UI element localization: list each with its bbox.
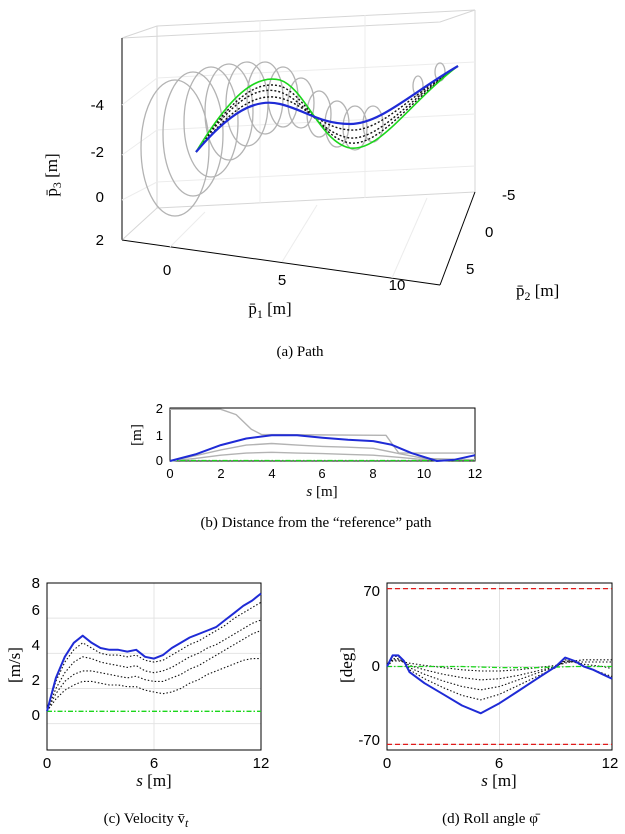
chart-c-series	[46, 592, 262, 712]
tube-ring	[183, 66, 239, 178]
chart-a-tube	[140, 61, 446, 217]
axis-label-x: s [m]	[306, 484, 337, 500]
tube-ring	[204, 63, 254, 161]
chart-c-grid	[46, 582, 262, 750]
y-tick: 1	[156, 428, 163, 443]
path-blue	[195, 65, 459, 153]
chart-d-ticks: 70 0 -70 0 6 12	[358, 583, 618, 772]
series-line-green	[387, 665, 612, 669]
tube-ring	[412, 75, 424, 97]
chart-c-frame	[46, 582, 262, 751]
x-tick: 2	[217, 466, 224, 481]
x-tick: 6	[495, 755, 503, 772]
x-tick: 12	[468, 466, 482, 481]
chart-d-series	[386, 587, 613, 746]
series-line-dotted	[46, 601, 262, 712]
path-green	[195, 65, 459, 153]
y-tick: 2	[156, 401, 163, 416]
x-tick: 4	[268, 466, 275, 481]
series-line-dotted	[386, 659, 612, 672]
y-tick: -70	[358, 732, 380, 749]
z-tick: 2	[96, 232, 104, 249]
caption-a: (a) Path	[276, 344, 324, 360]
caption-d: (d) Roll angle φ̄	[442, 811, 541, 827]
tube-ring	[162, 71, 224, 197]
chart-a: -4 -2 0 2 0 5 10 -5 0 5 p̄3 [m] p̄1 [m] …	[42, 9, 559, 360]
axis-label-x: p̄1 [m]	[248, 299, 291, 321]
series-line-blue	[386, 654, 613, 715]
y-tick: 0	[32, 707, 40, 724]
series-line-gray	[170, 408, 475, 454]
y-tick: 2	[32, 672, 40, 689]
axis-label-y: [m/s]	[5, 647, 24, 683]
chart-b-series	[169, 408, 476, 462]
series-line-gray	[169, 451, 475, 462]
chart-b: 0 2 4 6 8 10 12 0 1 2 [m] s [m] (b) Dist…	[129, 401, 482, 531]
y-tick: 70	[363, 583, 380, 600]
y-tick: 0	[485, 224, 493, 241]
y-tick: 4	[32, 637, 40, 654]
chart-a-dotted	[195, 65, 459, 153]
series-line-dotted	[46, 629, 262, 712]
axis-label-x: s [m]	[136, 771, 171, 790]
y-tick: 0	[156, 453, 163, 468]
path-dotted	[195, 65, 459, 153]
tube-ring	[246, 61, 284, 135]
tube-ring	[140, 79, 210, 217]
z-tick: -2	[91, 144, 104, 161]
axis-label-y: [deg]	[337, 647, 356, 683]
tube-ring	[287, 77, 315, 129]
x-tick: 10	[417, 466, 431, 481]
x-tick: 0	[163, 262, 171, 279]
series-line-gray	[169, 442, 476, 462]
chart-c: 0 2 4 6 8 0 6 12 [m/s] s [m] (c) Velocit…	[5, 575, 269, 830]
axis-label-z: p̄3 [m]	[42, 153, 64, 196]
chart-c-ticks: 0 2 4 6 8 0 6 12	[32, 575, 270, 772]
x-tick: 10	[389, 277, 406, 294]
y-tick: 6	[32, 602, 40, 619]
axis-label-x: s [m]	[481, 771, 516, 790]
x-tick: 0	[383, 755, 391, 772]
x-tick: 6	[318, 466, 325, 481]
x-tick: 8	[369, 466, 376, 481]
series-line-dotted	[46, 619, 262, 712]
x-tick: 12	[602, 755, 619, 772]
x-tick: 6	[150, 755, 158, 772]
chart-b-ticks: 0 2 4 6 8 10 12 0 1 2	[156, 401, 482, 481]
path-dotted	[195, 65, 459, 153]
tube-ring	[342, 105, 368, 151]
axis-label-y: p̄2 [m]	[516, 281, 559, 303]
y-tick: -5	[502, 187, 515, 204]
series-line-blue	[46, 592, 262, 712]
series-line-dotted	[46, 658, 261, 712]
path-dotted	[195, 65, 459, 153]
tube-ring	[306, 90, 332, 138]
z-tick: 0	[96, 189, 104, 206]
caption-c: (c) Velocity v̄t	[104, 811, 189, 830]
axis-label-y: [m]	[129, 424, 145, 446]
x-tick: 0	[43, 755, 51, 772]
chart-b-frame	[169, 407, 476, 462]
x-tick: 5	[278, 272, 286, 289]
z-tick: -4	[91, 97, 104, 114]
y-tick: 5	[466, 261, 474, 278]
caption-b: (b) Distance from the “reference” path	[200, 515, 432, 531]
series-line-blue	[169, 434, 476, 462]
chart-d: 70 0 -70 0 6 12 [deg] s [m] (d) Roll ang…	[337, 582, 618, 827]
chart-a-box	[121, 9, 476, 286]
x-tick: 0	[166, 466, 173, 481]
y-tick: 8	[32, 575, 40, 592]
x-tick: 12	[253, 755, 270, 772]
y-tick: 0	[372, 658, 380, 675]
